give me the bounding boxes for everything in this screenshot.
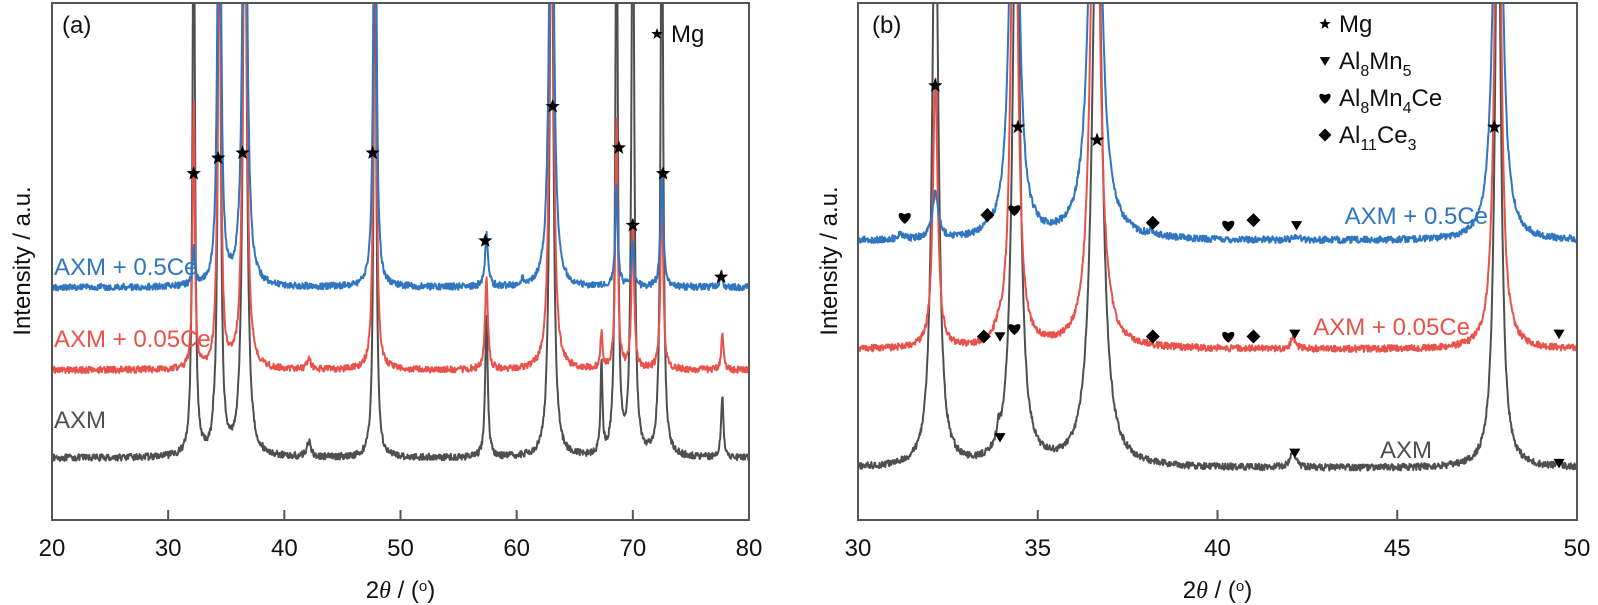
triangle-marker-icon [1319, 57, 1331, 66]
x-tick-label: 50 [1564, 535, 1591, 562]
series-label-axm-0-05ce: AXM + 0.05Ce [54, 326, 211, 353]
panel-a-x-axis-title: 2θ / (o) [366, 577, 436, 604]
triangle-marker-icon [1289, 329, 1301, 340]
star-marker-icon [928, 78, 943, 92]
heart-marker-icon [1319, 93, 1331, 104]
panel-b-traces [858, 3, 1577, 472]
star-marker-icon [655, 166, 671, 180]
star-marker-icon [713, 269, 729, 284]
diamond-marker-icon [1145, 215, 1160, 230]
triangle-marker-icon [1290, 221, 1303, 231]
series-line-axm-0-5ce [52, 3, 749, 292]
panel-a-x-ticks: 20 30 40 50 60 70 80 [39, 510, 763, 562]
legend-entry-mg: Mg [671, 21, 704, 48]
triangle-marker-icon [1289, 448, 1301, 459]
series-label-axm-0-5ce: AXM + 0.5Ce [1345, 203, 1488, 230]
x-tick-label: 70 [619, 535, 646, 562]
heart-marker-icon [1008, 205, 1021, 217]
heart-marker-icon [898, 212, 911, 224]
x-tick-label: 20 [39, 535, 66, 562]
diamond-marker-icon [976, 329, 991, 344]
panel-b-legend: Mg Al8Mn5 Al8Mn4Ce Al11Ce3 [1318, 11, 1442, 154]
series-label-axm-0-5ce: AXM + 0.5Ce [54, 254, 197, 281]
diamond-marker-icon [1318, 128, 1332, 142]
x-tick-label: 40 [1204, 535, 1231, 562]
triangle-marker-icon [1553, 329, 1565, 340]
panel-b: 30 35 40 45 50 (b) Mg Al8Mn5 Al8Mn4Ce Al11Ce3 A… [816, 2, 1591, 604]
panel-b-frame [857, 2, 1578, 521]
legend-entry-mg: Mg [1339, 11, 1372, 38]
heart-marker-icon [1008, 324, 1021, 336]
star-marker-icon [1487, 119, 1502, 134]
star-marker-icon [625, 217, 640, 232]
x-tick-label: 40 [271, 535, 298, 562]
x-tick-label: 45 [1384, 535, 1411, 562]
diamond-marker-icon [1246, 213, 1261, 228]
star-marker-icon [1319, 18, 1331, 29]
legend-entry-al11ce3: Al11Ce3 [1339, 122, 1417, 154]
x-tick-label: 50 [387, 535, 414, 562]
series-line-axm-0-5ce [858, 3, 1577, 245]
triangle-marker-icon [1553, 458, 1565, 469]
panel-a-label: (a) [62, 12, 91, 39]
star-marker-icon [235, 145, 250, 159]
star-marker-icon [1010, 119, 1026, 134]
series-label-axm: AXM [54, 407, 106, 434]
panel-b-series-labels: AXM + 0.5Ce AXM + 0.05Ce AXM [1313, 203, 1488, 464]
series-line-axm-0-05ce [858, 3, 1577, 353]
star-marker-icon [365, 145, 380, 159]
panel-a-series-labels: AXM + 0.5Ce AXM + 0.05Ce AXM [54, 254, 211, 434]
panel-a-traces [52, 3, 749, 462]
diamond-marker-icon [1145, 329, 1160, 344]
series-label-axm-0-05ce: AXM + 0.05Ce [1313, 314, 1470, 341]
star-marker-icon [1089, 132, 1105, 147]
star-marker-icon [186, 166, 201, 180]
x-tick-label: 60 [503, 535, 530, 562]
series-line-axm [52, 3, 749, 462]
panel-b-annotations [898, 78, 1565, 469]
panel-a-annotations [186, 98, 729, 284]
heart-marker-icon [1222, 331, 1235, 343]
x-tick-label: 35 [1024, 535, 1051, 562]
x-tick-label: 30 [155, 535, 182, 562]
legend-entry-al8mn4ce: Al8Mn4Ce [1339, 85, 1442, 117]
heart-marker-icon [1222, 220, 1235, 232]
star-marker-icon [210, 150, 226, 165]
star-marker-icon [478, 233, 493, 247]
panel-b-x-axis-title: 2θ / (o) [1183, 577, 1253, 604]
series-line-axm [858, 3, 1577, 472]
star-marker-icon [545, 98, 560, 113]
panel-b-y-axis-title: Intensity / a.u. [816, 186, 843, 335]
panel-b-x-ticks: 30 35 40 45 50 [845, 510, 1591, 562]
legend-entry-al8mn5: Al8Mn5 [1339, 48, 1412, 80]
panel-a-y-axis-title: Intensity / a.u. [9, 186, 36, 335]
diamond-marker-icon [1246, 329, 1261, 344]
triangle-marker-icon [994, 332, 1006, 342]
series-line-axm-0-05ce [52, 3, 749, 375]
triangle-marker-icon [994, 433, 1006, 443]
series-label-axm: AXM [1380, 437, 1432, 464]
star-marker-icon [611, 140, 627, 154]
diamond-marker-icon [980, 207, 995, 222]
panel-a-legend: Mg [651, 21, 704, 48]
x-tick-label: 30 [845, 535, 872, 562]
star-marker-icon [651, 28, 663, 39]
x-tick-label: 80 [736, 535, 763, 562]
panel-b-label: (b) [872, 12, 901, 39]
